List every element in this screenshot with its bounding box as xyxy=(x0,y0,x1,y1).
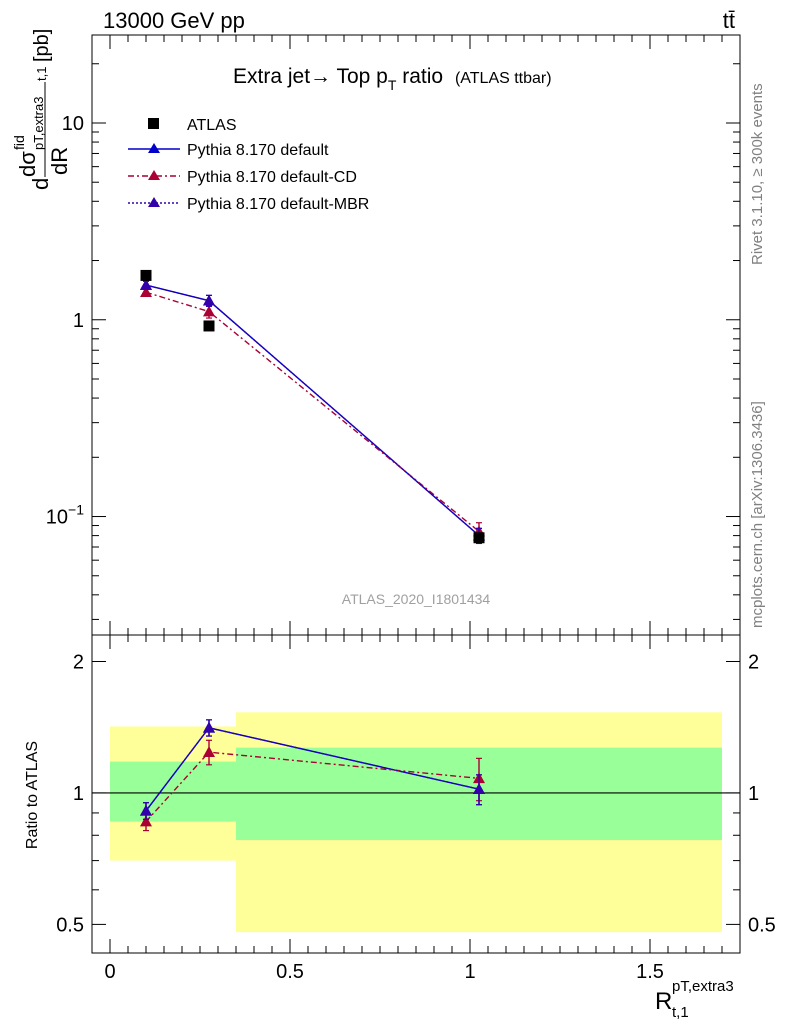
main-ytick-label: 10−1 xyxy=(46,502,84,529)
ratio-panel: 0.5 0.5 1 1 2 2 0 0.5 1 1.5 Ratio to ATLAS R pT,e… xyxy=(24,634,776,1021)
marker-atlas xyxy=(203,320,215,332)
ratio-ytick-label-right: 0.5 xyxy=(748,914,776,936)
marker-atlas xyxy=(473,532,485,544)
title-mid: Top p xyxy=(331,65,388,88)
marker-mbr xyxy=(203,294,215,306)
energy-label: 13000 GeV pp xyxy=(103,8,245,33)
xlabel-sup: pT,extra3 xyxy=(672,978,734,995)
ratio-xlabel: R pT,extra3 t,1 xyxy=(655,978,734,1021)
ratio-xtick-label: 1 xyxy=(464,961,475,983)
ylabel-sub: pT,extra3 xyxy=(31,97,46,150)
title-sub: T xyxy=(388,77,397,93)
ratio-ytick-label-right: 2 xyxy=(748,652,759,674)
ytick-exponent: −1 xyxy=(68,502,84,518)
legend-marker-cd xyxy=(148,170,160,180)
title-end: ratio xyxy=(396,65,443,88)
ratio-marker-mbr xyxy=(473,783,485,794)
series-line-cd xyxy=(145,291,480,532)
xlabel-sub: t,1 xyxy=(672,1004,689,1021)
legend-marker-default xyxy=(148,143,160,153)
ylabel-sub2: t,1 xyxy=(34,67,49,81)
ylabel-dsigma: dσ xyxy=(15,151,40,177)
plot-title: Extra jet→ Top pT ratio (ATLAS ttbar) xyxy=(233,65,552,93)
legend: ATLAS Pythia 8.170 default Pythia 8.170 … xyxy=(128,117,369,213)
ratio-xtick-label: 0.5 xyxy=(276,961,304,983)
marker-atlas xyxy=(140,269,152,281)
ratio-ytick-label-left: 2 xyxy=(73,652,84,674)
ratio-marker-cd xyxy=(203,746,215,757)
legend-label-atlas: ATLAS xyxy=(187,117,237,134)
analysis-id: ATLAS_2020_I1801434 xyxy=(342,591,491,607)
series-line-mbr xyxy=(145,284,480,537)
ratio-ytick-label-right: 1 xyxy=(748,783,759,805)
ratio-marker-cd xyxy=(140,815,152,827)
ratio-marker-mbr xyxy=(140,804,152,816)
main-data-layer xyxy=(140,269,485,545)
ratio-ylabel: Ratio to ATLAS xyxy=(24,741,41,849)
uncertainty-band-green xyxy=(110,761,236,822)
ratio-axis-ticks: 0.5 0.5 1 1 2 2 0 0.5 1 1.5 xyxy=(56,635,776,983)
ratio-xtick-label: 1.5 xyxy=(636,961,664,983)
ytick-base: 10 xyxy=(46,507,68,529)
ylabel-d: d xyxy=(28,178,53,190)
title-arrow: → xyxy=(310,65,331,88)
marker-mbr xyxy=(140,279,152,290)
title-main: Extra jet xyxy=(233,65,310,88)
legend-label-mbr: Pythia 8.170 default-MBR xyxy=(187,196,369,213)
main-ytick-label: 1 xyxy=(73,310,84,332)
mcplots-side-label: mcplots.cern.ch [arXiv:1306.3436] xyxy=(749,401,766,628)
ratio-ytick-label-left: 1 xyxy=(73,783,84,805)
xlabel-main: R xyxy=(655,988,672,1015)
legend-marker-mbr xyxy=(148,197,160,207)
main-ytick-label: 10 xyxy=(62,113,84,135)
legend-marker-atlas xyxy=(148,118,159,129)
ratio-xtick-label: 0 xyxy=(104,961,115,983)
main-ylabel: d dσ fid pT,extra3 dR t,1 [pb] xyxy=(11,29,72,190)
title-note: (ATLAS ttbar) xyxy=(455,70,552,87)
series-line-default xyxy=(145,284,480,537)
legend-label-default: Pythia 8.170 default xyxy=(187,142,329,159)
ylabel-fid: fid xyxy=(11,135,27,150)
ylabel-unit: [pb] xyxy=(31,29,53,62)
process-label: tt̄ xyxy=(723,8,735,33)
ratio-ytick-label-left: 0.5 xyxy=(56,914,84,936)
ratio-data-layer xyxy=(92,712,740,933)
ylabel-dR: dR xyxy=(47,147,72,175)
marker-cd xyxy=(203,305,215,317)
legend-label-cd: Pythia 8.170 default-CD xyxy=(187,169,357,186)
rivet-side-label: Rivet 3.1.10, ≥ 300k events xyxy=(749,83,766,265)
marker-cd xyxy=(140,286,152,298)
ratio-marker-mbr xyxy=(203,721,215,733)
